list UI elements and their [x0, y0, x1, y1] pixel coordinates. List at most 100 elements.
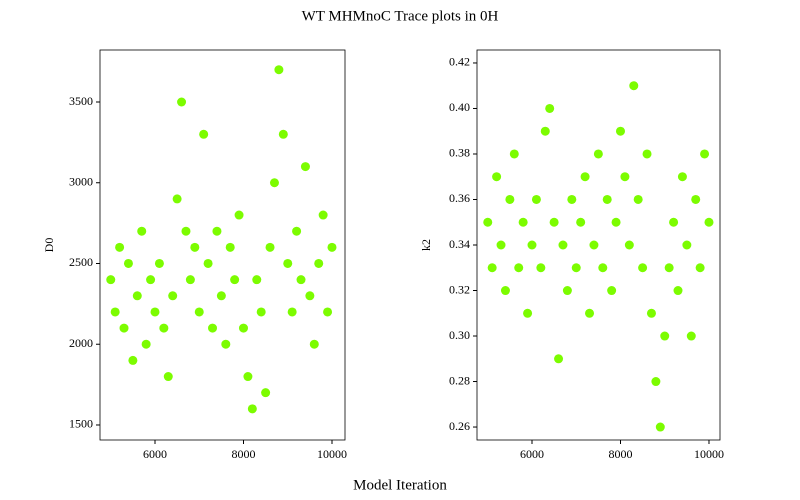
point: [327, 242, 337, 252]
y-tick-label: 1500: [69, 417, 93, 431]
point: [602, 194, 612, 204]
point: [190, 242, 200, 252]
point: [137, 226, 147, 236]
point: [523, 308, 533, 318]
point: [682, 240, 692, 250]
point: [487, 263, 497, 273]
point: [483, 217, 493, 227]
point: [146, 275, 156, 285]
point: [646, 308, 656, 318]
point: [571, 263, 581, 273]
x-tick-label: 10000: [694, 447, 724, 461]
y-axis-label: D0: [42, 238, 56, 253]
y-tick-label: 2500: [69, 255, 93, 269]
point: [638, 263, 648, 273]
point: [549, 217, 559, 227]
point: [208, 323, 218, 333]
x-tick-label: 6000: [520, 447, 544, 461]
point: [278, 129, 288, 139]
point: [704, 217, 714, 227]
point: [181, 226, 191, 236]
point: [642, 149, 652, 159]
point: [518, 217, 528, 227]
y-tick-label: 0.42: [449, 55, 470, 69]
point: [230, 275, 240, 285]
y-tick-label: 0.26: [449, 419, 470, 433]
x-axis-label: Model Iteration: [353, 477, 447, 493]
point: [669, 217, 679, 227]
point: [261, 388, 271, 398]
point: [269, 178, 279, 188]
point: [199, 129, 209, 139]
point: [132, 291, 142, 301]
x-tick-label: 8000: [608, 447, 632, 461]
point: [305, 291, 315, 301]
point: [558, 240, 568, 250]
point: [225, 242, 235, 252]
y-tick-label: 2000: [69, 336, 93, 350]
point: [287, 307, 297, 317]
point: [585, 308, 595, 318]
point: [150, 307, 160, 317]
point: [545, 103, 555, 113]
point: [505, 194, 515, 204]
point: [686, 331, 696, 341]
y-tick-label: 3500: [69, 94, 93, 108]
point: [318, 210, 328, 220]
point: [238, 323, 248, 333]
point: [567, 194, 577, 204]
point: [589, 240, 599, 250]
point: [527, 240, 537, 250]
point: [221, 339, 231, 349]
point: [624, 240, 634, 250]
point: [509, 149, 519, 159]
point: [492, 172, 502, 182]
x-tick-label: 6000: [143, 447, 167, 461]
axes-frame: [99, 49, 346, 441]
point: [620, 172, 630, 182]
point: [247, 404, 257, 414]
point: [154, 258, 164, 268]
point: [576, 217, 586, 227]
point: [296, 275, 306, 285]
point: [212, 226, 222, 236]
y-tick-label: 3000: [69, 174, 93, 188]
point: [159, 323, 169, 333]
point: [531, 194, 541, 204]
point: [580, 172, 590, 182]
point: [664, 263, 674, 273]
point: [695, 263, 705, 273]
point: [141, 339, 151, 349]
point: [172, 194, 182, 204]
point: [562, 286, 572, 296]
point: [593, 149, 603, 159]
point: [633, 194, 643, 204]
point: [194, 307, 204, 317]
point: [274, 65, 284, 75]
y-tick-label: 0.30: [449, 328, 470, 342]
point: [496, 240, 506, 250]
y-tick-label: 0.32: [449, 282, 470, 296]
point: [323, 307, 333, 317]
point: [123, 258, 133, 268]
point: [660, 331, 670, 341]
point: [540, 126, 550, 136]
point: [283, 258, 293, 268]
point: [185, 275, 195, 285]
x-tick-label: 10000: [317, 447, 347, 461]
point: [265, 242, 275, 252]
point: [234, 210, 244, 220]
point: [651, 377, 661, 387]
point: [128, 355, 138, 365]
point: [655, 422, 665, 432]
point: [536, 263, 546, 273]
point: [629, 81, 639, 91]
point: [256, 307, 266, 317]
y-axis-label: k2: [419, 239, 433, 251]
point: [500, 286, 510, 296]
x-tick-label: 8000: [231, 447, 255, 461]
y-tick-label: 0.34: [449, 237, 470, 251]
point: [598, 263, 608, 273]
point: [554, 354, 564, 364]
subplot: 6000 8000 10000 0.26 0.28 0.30 0.32 0.34 0.36 0.3…: [419, 49, 724, 461]
